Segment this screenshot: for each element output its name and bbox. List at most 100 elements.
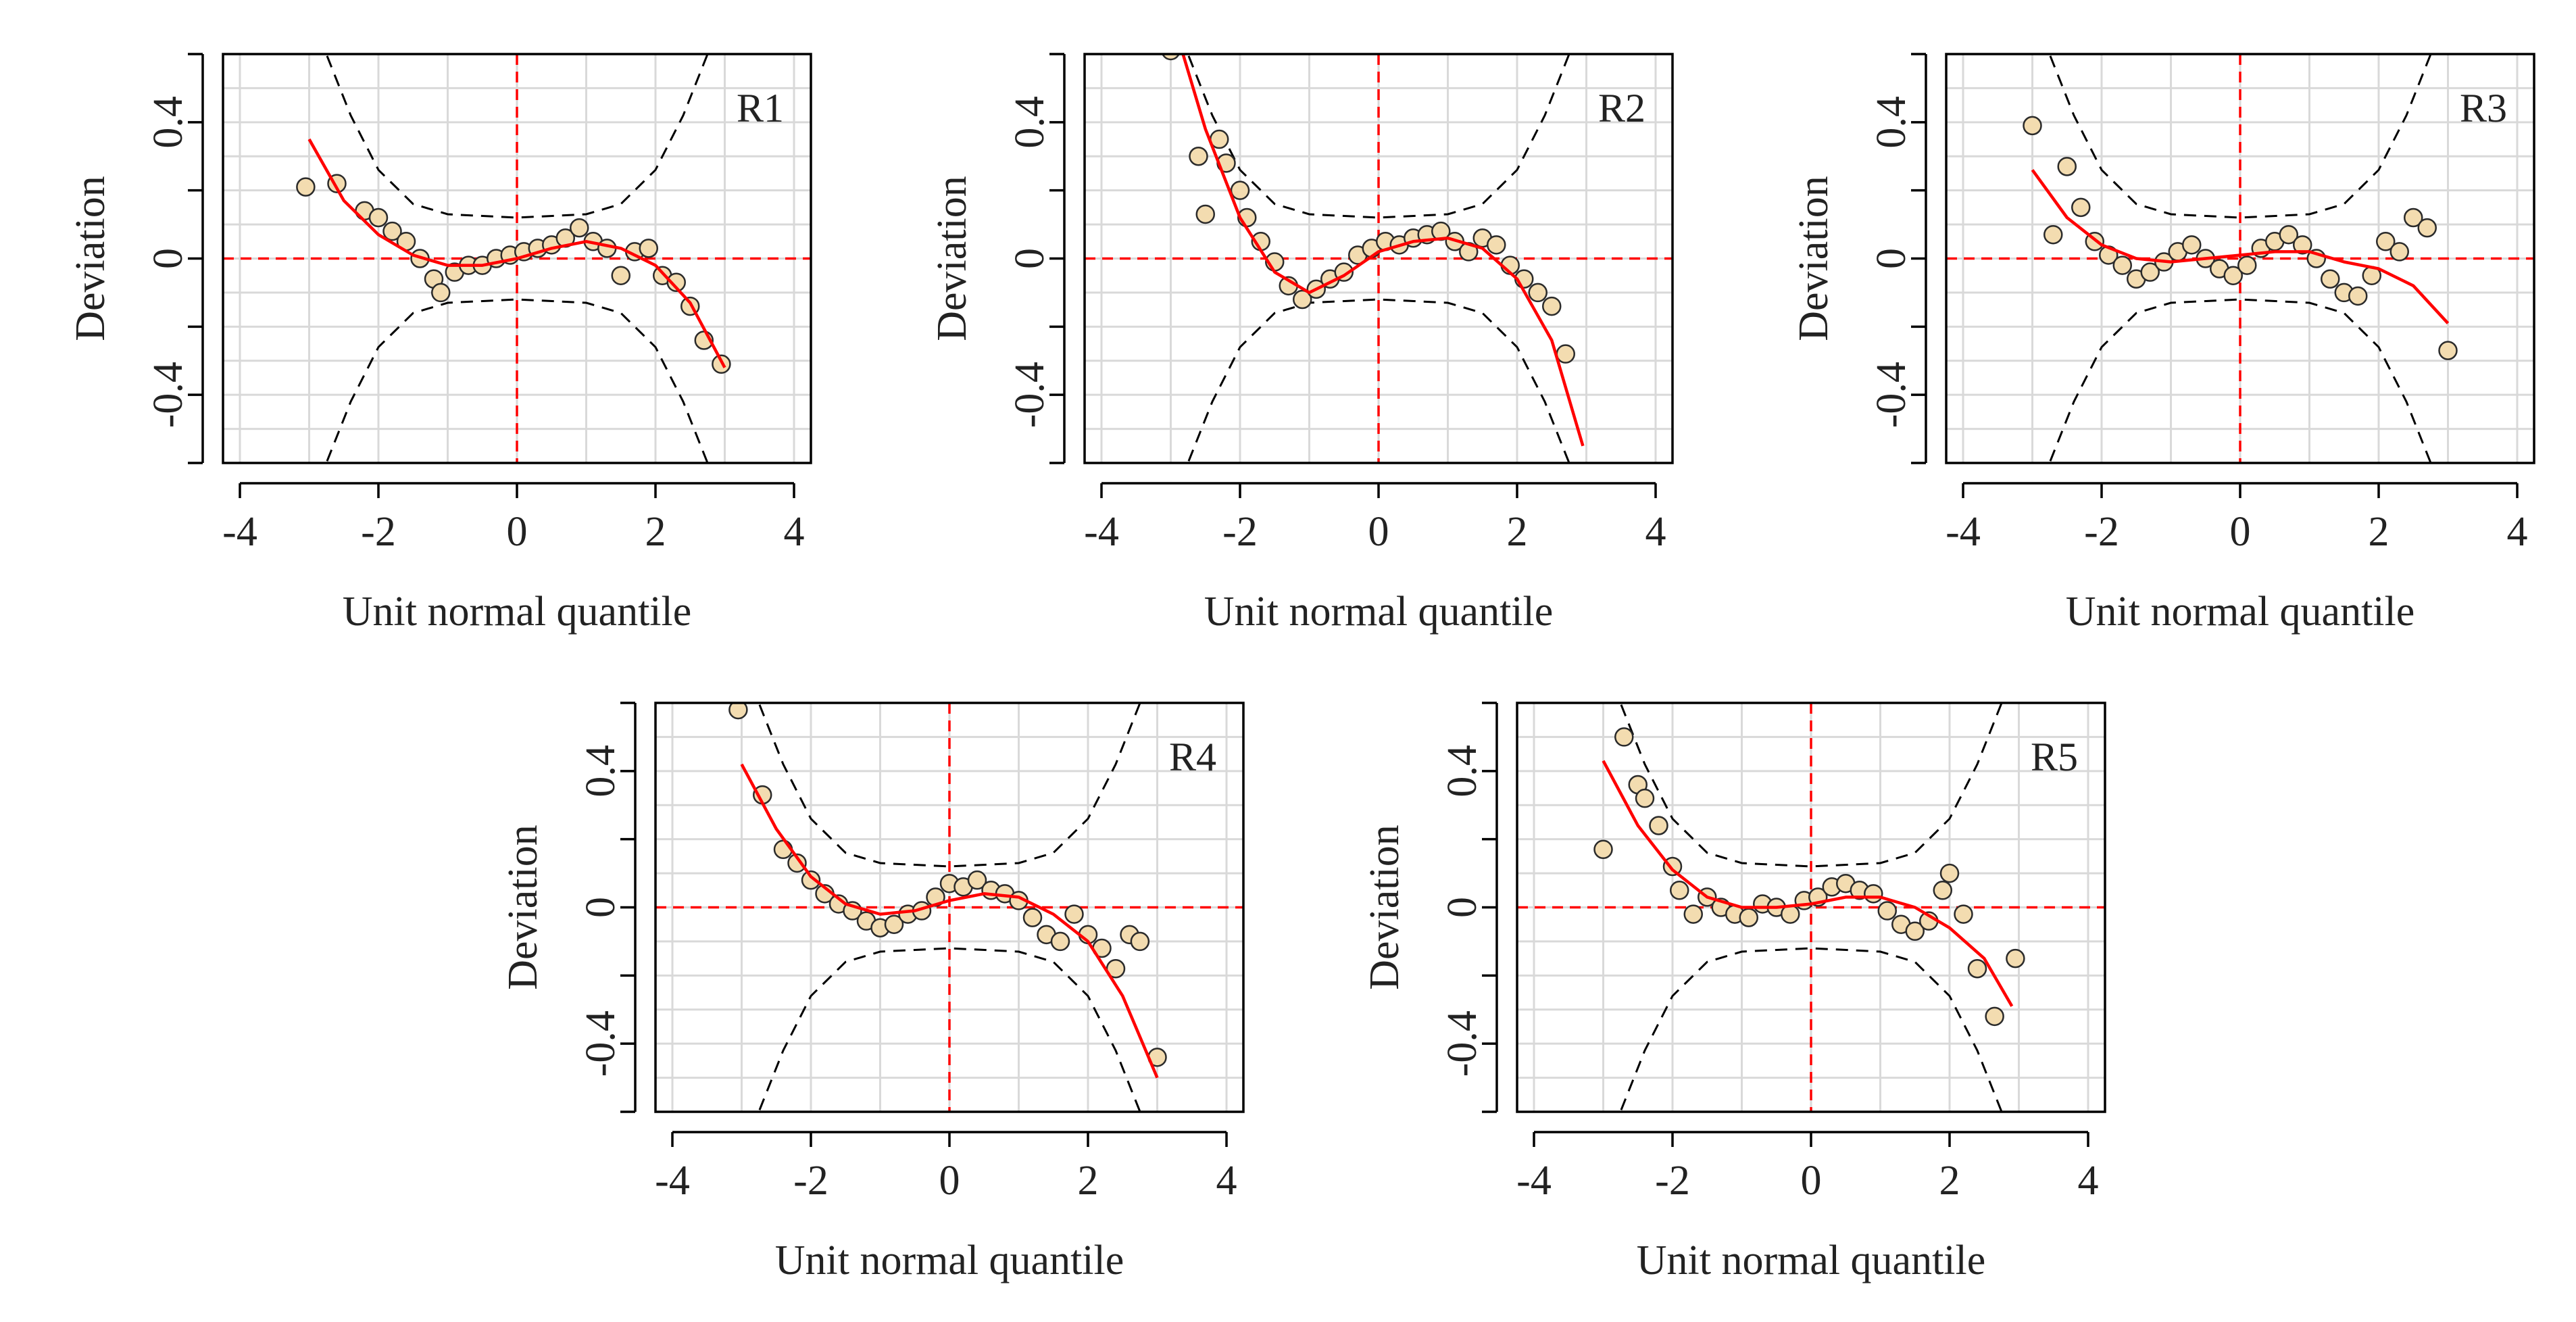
- data-point: [1556, 344, 1575, 364]
- data-point: [611, 266, 630, 285]
- panel-label: R3: [2460, 86, 2507, 130]
- data-point: [1864, 884, 1883, 904]
- data-point: [2293, 235, 2312, 255]
- data-point: [570, 218, 589, 238]
- y-tick-label: 0: [145, 248, 191, 269]
- data-point: [2389, 242, 2409, 262]
- x-tick-label: 0: [1801, 1158, 1822, 1204]
- y-tick-label: 0.4: [1439, 745, 1485, 798]
- x-tick-label: 4: [784, 509, 805, 555]
- data-point: [2438, 341, 2458, 360]
- data-point: [1293, 289, 1312, 310]
- data-point: [2321, 269, 2340, 289]
- y-axis-title: Deviation: [1791, 176, 1837, 341]
- y-tick-label: 0.4: [578, 745, 624, 798]
- x-tick-label: 0: [1368, 509, 1389, 555]
- data-point: [2417, 218, 2437, 238]
- data-point: [1528, 283, 1547, 303]
- y-tick-label: -0.4: [578, 1010, 624, 1077]
- data-point: [884, 914, 904, 934]
- data-point: [728, 703, 748, 720]
- x-tick-label: 0: [507, 509, 528, 555]
- fit-curve: [2031, 169, 2450, 324]
- x-axis-title: Unit normal quantile: [1637, 1238, 1986, 1283]
- x-tick-label: -4: [1516, 1158, 1552, 1204]
- confidence-band-lower: [1619, 947, 2003, 1112]
- fit-curve: [1602, 760, 2014, 1007]
- panel-R2: -4 -2 0 2 4 -0.4 0 0.4 Unit normal quantile Devia…: [929, 53, 1674, 635]
- data-point: [1487, 235, 1506, 255]
- data-point: [787, 853, 807, 873]
- data-point: [1593, 839, 1613, 860]
- data-point: [2112, 255, 2132, 275]
- x-tick-label: -2: [2084, 509, 2119, 555]
- confidence-band-upper: [1619, 703, 2003, 868]
- y-tick-label: -0.4: [145, 362, 191, 428]
- y-tick-label: -0.4: [1868, 362, 1914, 428]
- x-tick-label: 4: [2078, 1158, 2099, 1204]
- data-point: [1933, 881, 1952, 900]
- panel-label: R4: [1169, 735, 1216, 779]
- data-point: [2182, 235, 2202, 255]
- data-point: [967, 870, 987, 890]
- data-point: [368, 207, 389, 228]
- data-point: [666, 272, 686, 293]
- plot-frame: [222, 53, 812, 464]
- x-tick-label: 4: [1216, 1158, 1237, 1204]
- x-tick-label: 0: [939, 1158, 960, 1204]
- x-axis-title: Unit normal quantile: [343, 589, 692, 635]
- x-tick-label: 2: [2369, 509, 2389, 555]
- data-point: [382, 221, 402, 241]
- confidence-band-lower: [2048, 298, 2432, 463]
- data-point: [1954, 904, 1973, 924]
- x-axis-title: Unit normal quantile: [2066, 589, 2415, 635]
- data-point: [1230, 180, 1250, 200]
- confidence-band-lower: [758, 947, 1141, 1112]
- panel-label: R5: [2031, 735, 2078, 779]
- data-point: [1877, 901, 1897, 921]
- panel-R4: -4 -2 0 2 4 -0.4 0 0.4 Unit normal quantile Devia…: [500, 702, 1245, 1283]
- x-tick-label: 2: [645, 509, 666, 555]
- confidence-band-upper: [758, 703, 1141, 868]
- x-tick-label: 2: [1078, 1158, 1099, 1204]
- x-tick-label: -4: [655, 1158, 690, 1204]
- data-point: [2006, 948, 2025, 969]
- fit-curve: [1181, 54, 1585, 447]
- confidence-band-upper: [325, 54, 709, 219]
- y-axis-title: Deviation: [500, 825, 546, 990]
- y-axis-title: Deviation: [68, 176, 114, 341]
- panel-R5: -4 -2 0 2 4 -0.4 0 0.4 Unit normal quantile Devia…: [1362, 702, 2106, 1283]
- y-tick-label: 0.4: [1868, 96, 1914, 149]
- data-point: [1189, 147, 1208, 166]
- x-tick-label: -4: [222, 509, 257, 555]
- data-point: [1162, 54, 1180, 61]
- data-point: [2140, 262, 2160, 282]
- data-point: [1649, 816, 1668, 835]
- points: [1593, 727, 2025, 1027]
- data-point: [2348, 286, 2368, 306]
- x-axis-title: Unit normal quantile: [1204, 589, 1554, 635]
- data-point: [1967, 959, 1987, 979]
- data-point: [1130, 931, 1150, 952]
- y-tick-label: 0.4: [145, 96, 191, 149]
- fit-curve: [740, 763, 1159, 1079]
- data-point: [801, 870, 821, 890]
- data-point: [1614, 727, 1634, 747]
- x-tick-label: 4: [1645, 509, 1666, 555]
- panel-label: R1: [737, 86, 784, 130]
- data-point: [2057, 157, 2077, 176]
- data-point: [2223, 266, 2243, 285]
- x-tick-label: 4: [2507, 509, 2528, 555]
- plot-frame: [654, 702, 1245, 1113]
- confidence-band-upper: [2048, 54, 2432, 219]
- x-tick-label: 2: [1939, 1158, 1960, 1204]
- x-tick-label: 2: [1507, 509, 1528, 555]
- y-tick-label: 0: [578, 897, 624, 918]
- data-point: [2023, 116, 2042, 136]
- x-tick-label: -2: [793, 1158, 828, 1204]
- data-point: [2071, 197, 2091, 218]
- x-tick-label: -2: [361, 509, 396, 555]
- data-point: [1739, 908, 1758, 927]
- data-point: [431, 283, 451, 303]
- x-tick-label: -4: [1084, 509, 1119, 555]
